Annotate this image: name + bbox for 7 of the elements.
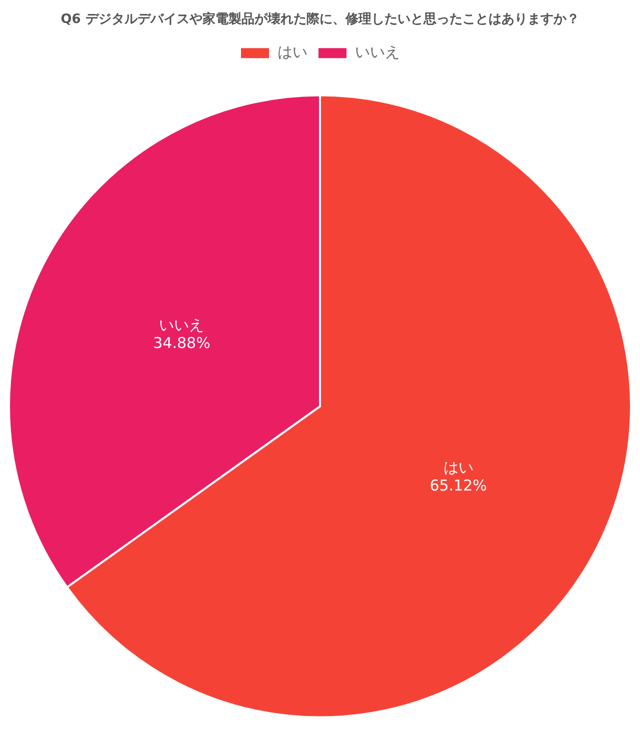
legend-label: はい [278,42,308,61]
slice-label: はい [443,458,474,476]
chart-title: Q6 デジタルデバイスや家電製品が壊れた際に、修理したいと思ったことはありますか？ [60,11,580,28]
legend-label: いいえ [355,42,400,61]
data-label: 34.88% [153,334,210,352]
data-label: 65.12% [430,476,487,494]
slice-label: いいえ [159,316,204,334]
